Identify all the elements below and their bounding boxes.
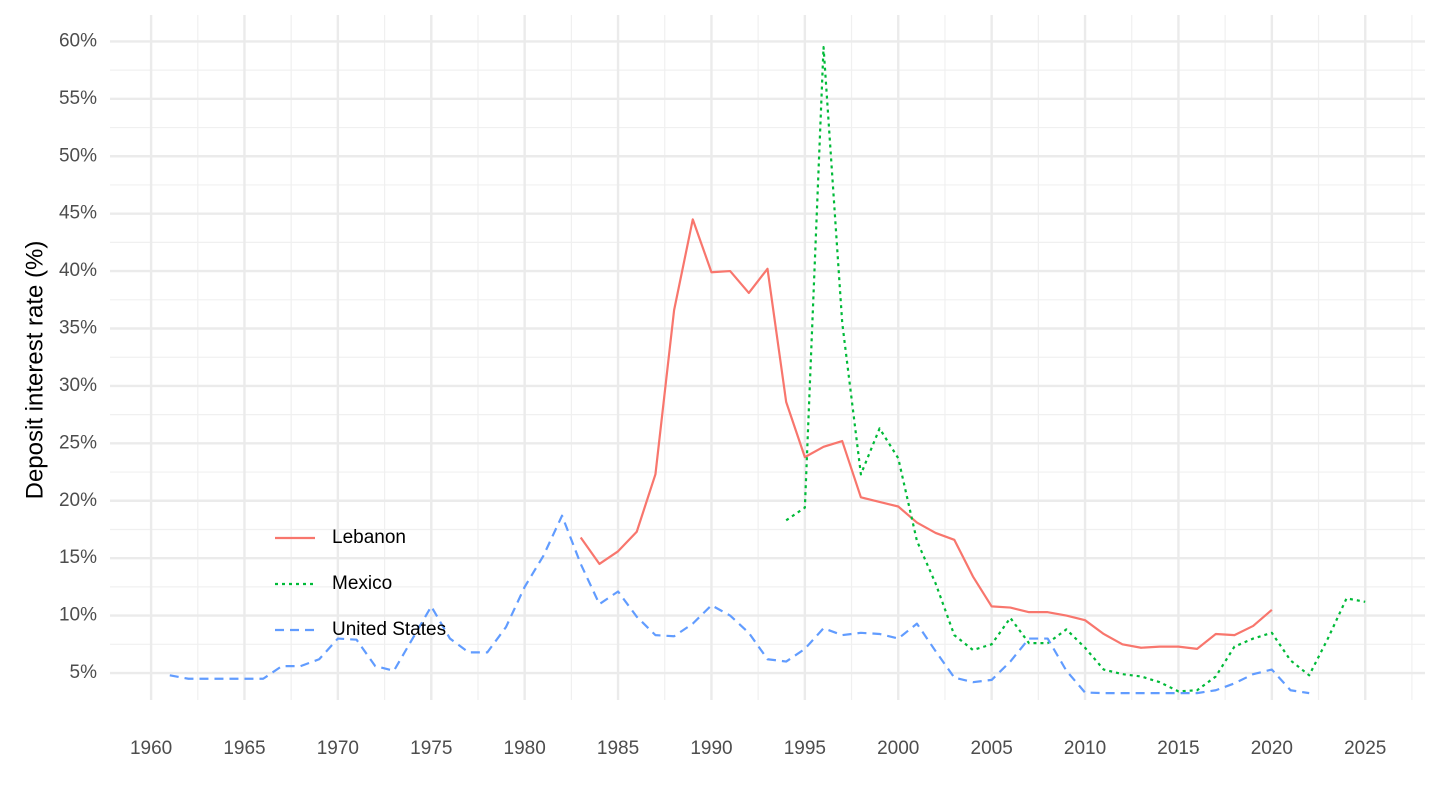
x-tick-label: 1960 <box>130 738 172 759</box>
y-tick-label: 50% <box>59 145 97 166</box>
legend-label: Lebanon <box>332 527 406 548</box>
x-tick-label: 2010 <box>1064 738 1106 759</box>
y-tick-label: 10% <box>59 605 97 626</box>
x-tick-label: 1980 <box>504 738 546 759</box>
legend-label: United States <box>332 619 446 640</box>
x-tick-label: 2005 <box>971 738 1013 759</box>
x-tick-label: 1975 <box>410 738 452 759</box>
x-tick-label: 2020 <box>1251 738 1293 759</box>
y-tick-label: 35% <box>59 318 97 339</box>
y-tick-label: 20% <box>59 490 97 511</box>
series-line <box>785 46 1366 693</box>
y-tick-label: 5% <box>70 662 98 683</box>
y-tick-label: 60% <box>59 30 97 51</box>
series-line <box>169 514 1310 695</box>
x-tick-label: 1995 <box>784 738 826 759</box>
y-tick-label: 15% <box>59 547 97 568</box>
x-tick-label: 1970 <box>317 738 359 759</box>
x-tick-label: 1965 <box>223 738 265 759</box>
x-tick-label: 2025 <box>1344 738 1386 759</box>
series-line <box>579 218 1273 650</box>
legend-label: Mexico <box>332 573 392 594</box>
y-tick-label: 25% <box>59 432 97 453</box>
x-tick-label: 2015 <box>1157 738 1199 759</box>
y-tick-label: 40% <box>59 260 97 281</box>
y-tick-label: 30% <box>59 375 97 396</box>
y-axis-title: Deposit interest rate (%) <box>21 241 48 500</box>
y-tick-label: 55% <box>59 88 97 109</box>
y-tick-label: 45% <box>59 203 97 224</box>
x-tick-label: 2000 <box>877 738 919 759</box>
x-tick-label: 1985 <box>597 738 639 759</box>
x-tick-label: 1990 <box>690 738 732 759</box>
